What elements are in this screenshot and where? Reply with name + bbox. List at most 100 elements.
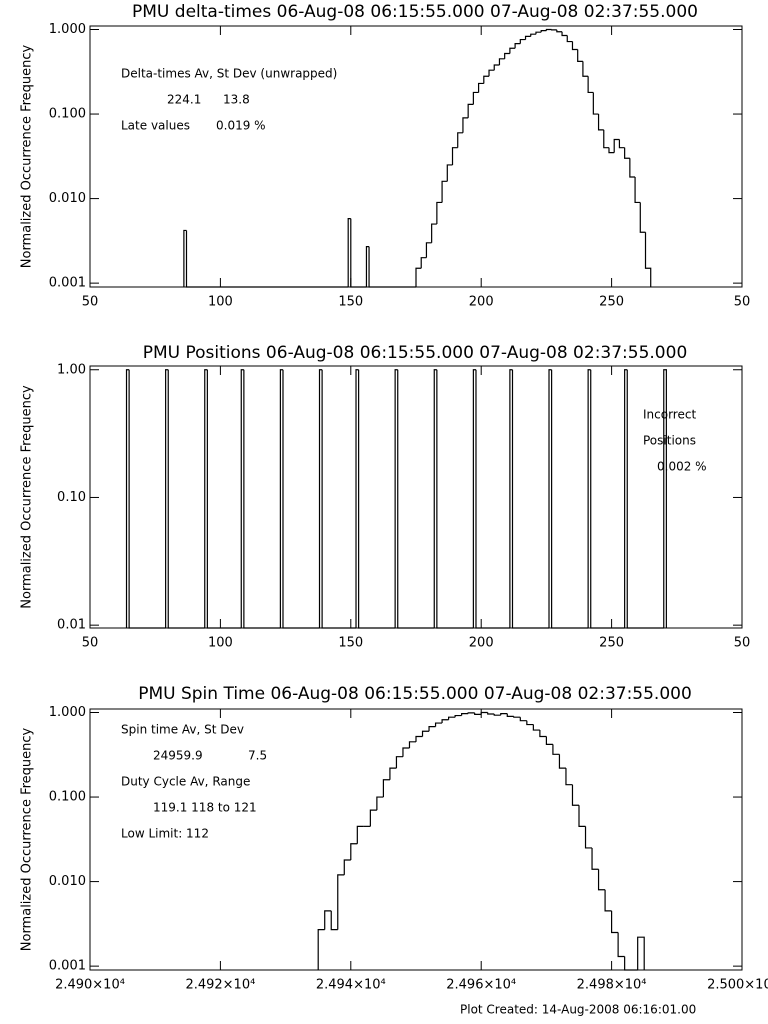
histogram-bin: [551, 369, 589, 629]
histogram-bin: [394, 369, 398, 628]
histogram-bin: [467, 103, 474, 118]
histogram-bin: [624, 369, 628, 628]
histogram-bin: [532, 724, 540, 731]
histogram-bin: [457, 132, 463, 148]
x-tick-label: 50: [734, 295, 751, 310]
x-tick-label: 50: [82, 295, 99, 310]
histogram-bin: [441, 719, 449, 724]
y-tick-label: 1.000: [49, 22, 86, 37]
annotation: Delta-times Av, St Dev (unwrapped): [121, 67, 337, 81]
histogram-bin: [587, 76, 594, 94]
histogram-bin: [493, 713, 501, 716]
x-tick-label: 250: [599, 295, 624, 310]
histogram-bin: [571, 41, 578, 51]
annotation: Duty Cycle Av, Range: [121, 775, 250, 789]
y-tick-label: 0.01: [57, 618, 86, 633]
histogram-bin: [185, 230, 349, 288]
histogram-bin: [611, 910, 619, 934]
histogram-bin: [530, 33, 536, 37]
y-tick-label: 0.010: [49, 191, 86, 206]
histogram-bin: [663, 369, 667, 628]
histogram-bin: [165, 369, 169, 628]
histogram-bin: [243, 369, 281, 629]
annotation: 224.1: [167, 93, 201, 107]
histogram-bin: [504, 52, 510, 59]
histogram-bin: [343, 859, 351, 875]
histogram-bin: [506, 713, 514, 717]
y-tick-label: 0.100: [49, 790, 86, 805]
histogram-bin: [483, 75, 490, 84]
annotation: Incorrect: [643, 408, 696, 422]
y-tick-label: 0.001: [49, 959, 86, 974]
histogram-bin: [128, 369, 166, 629]
histogram-bin: [431, 223, 437, 243]
x-tick-label: 150: [338, 295, 363, 310]
histogram-bin: [337, 874, 345, 930]
histogram-bin: [571, 784, 579, 806]
histogram-bin: [433, 369, 437, 628]
panel: PMU Spin Time 06-Aug-08 06:15:55.000 07-…: [20, 684, 768, 993]
histogram-bin: [330, 910, 338, 931]
histogram-bin: [629, 158, 636, 178]
x-tick-label: 2.500×10⁴: [707, 978, 768, 993]
histogram-bin: [382, 779, 390, 798]
histogram-bin: [350, 218, 367, 288]
histogram-bin: [604, 889, 612, 912]
histogram-bin: [626, 369, 664, 629]
histogram-bin: [624, 956, 638, 971]
histogram-bin: [451, 147, 458, 165]
histogram-bin: [590, 369, 625, 629]
y-axis-label: Normalized Occurrence Frequency: [20, 44, 35, 268]
y-tick-label: 1.00: [57, 362, 86, 377]
annotation: Late values: [121, 119, 190, 133]
histogram-bin: [279, 369, 283, 628]
histogram-bin: [358, 369, 396, 629]
annotation: Low Limit: 112: [121, 827, 209, 841]
y-axis-label: Normalized Occurrence Frequency: [20, 385, 35, 609]
histogram-bin: [462, 117, 469, 133]
histogram-bin: [498, 58, 505, 66]
histogram-bin: [240, 369, 244, 628]
histogram-bin: [608, 147, 615, 154]
histogram-bin: [472, 91, 479, 105]
histogram-bin: [428, 726, 436, 732]
histogram-bin: [545, 28, 552, 31]
y-axis-label: Normalized Occurrence Frequency: [20, 727, 35, 951]
x-tick-label: 2.494×10⁴: [316, 978, 386, 993]
histogram-bin: [318, 369, 323, 628]
annotation: Positions: [643, 434, 696, 448]
histogram-bin: [204, 369, 208, 628]
histogram-bin: [355, 369, 359, 628]
x-tick-label: 2.496×10⁴: [446, 978, 516, 993]
histogram-bin: [624, 147, 630, 159]
histogram-bin: [540, 30, 547, 33]
footer: Plot Created: 14-Aug-2008 06:16:01.00: [460, 1003, 696, 1017]
histogram-bin: [582, 61, 589, 77]
histogram-bin: [395, 756, 403, 769]
histogram-bin: [591, 847, 599, 870]
histogram-bin: [282, 369, 320, 629]
x-tick-label: 2.492×10⁴: [185, 978, 255, 993]
histogram-bin: [637, 936, 645, 970]
histogram-bin: [597, 869, 606, 891]
x-tick-label: 100: [208, 295, 233, 310]
annotation: 7.5: [248, 749, 267, 763]
histogram-bin: [634, 177, 641, 204]
x-tick-label: 250: [599, 636, 624, 651]
histogram-bin: [347, 217, 351, 287]
histogram-bin: [420, 257, 427, 269]
histogram-bin: [561, 31, 568, 37]
histogram-bin: [441, 180, 448, 203]
y-tick-label: 1.000: [49, 705, 86, 720]
histogram-bin: [617, 932, 625, 958]
histogram-bin: [558, 754, 566, 769]
annotation: Spin time Av, St Dev: [121, 723, 244, 737]
histogram-bin: [592, 92, 599, 115]
histogram-bin: [513, 716, 521, 718]
histogram-bin: [565, 768, 573, 786]
histogram-bin: [183, 229, 187, 287]
histogram-bin: [474, 712, 482, 715]
chart-title: PMU Spin Time 06-Aug-08 06:15:55.000 07-…: [138, 684, 692, 704]
histogram-bin: [500, 713, 508, 716]
histogram-bin: [577, 49, 583, 62]
